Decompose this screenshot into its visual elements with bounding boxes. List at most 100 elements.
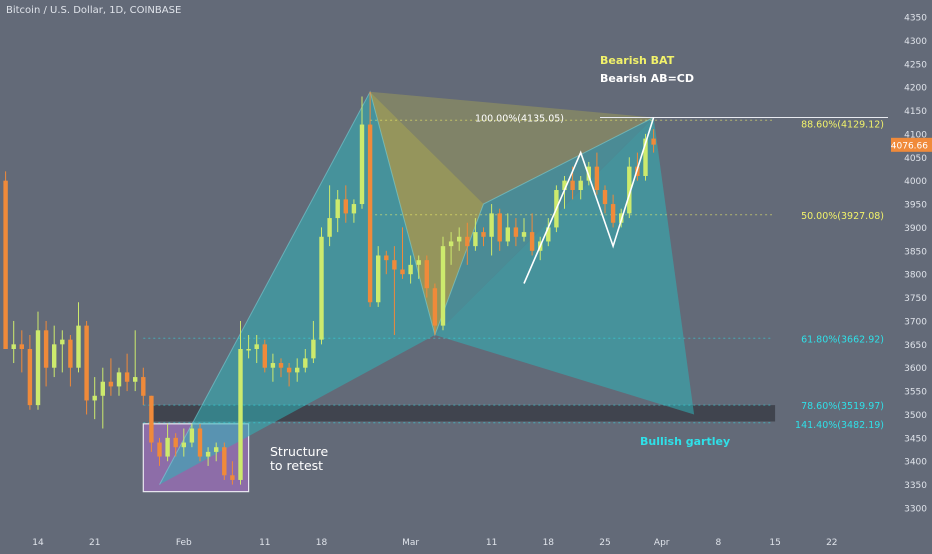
candle [205,447,211,466]
candle-body [189,428,195,443]
candle-body [116,372,122,387]
candle-body [627,166,632,214]
fib-label: 50.00%(3927.08) [801,211,884,222]
candle [408,255,413,284]
candle-body [27,349,33,406]
x-tick-label: 18 [316,538,328,548]
fib-label: 88.60%(4129.12) [801,119,884,130]
candle [43,320,49,387]
candle-body [173,437,178,448]
candle-body [238,349,243,480]
candle-body [343,199,348,214]
candle [376,246,381,307]
candle [278,358,284,378]
candle-body [481,232,486,237]
candle-body [303,358,308,368]
candle-body [43,330,49,368]
candle [11,320,16,364]
candle-body [165,437,170,457]
candle [173,433,178,457]
x-tick-label: Apr [654,538,670,548]
candle-body [92,395,97,401]
candle [610,194,616,228]
candle [165,423,170,462]
candle [578,175,583,200]
candle [440,236,446,331]
support-zone [151,405,776,422]
candle [327,185,332,247]
candle [311,320,316,364]
x-tick-label: 11 [259,538,270,548]
candle [384,250,389,275]
x-tick-label: 14 [32,538,44,548]
y-tick-label: 4250 [904,60,927,70]
x-tick-label: Mar [402,538,419,548]
candle-body [432,288,438,326]
y-tick-label: 3300 [904,505,927,515]
y-tick-label: 3400 [904,458,927,468]
candle [546,218,551,247]
candle-body [35,330,41,406]
candle [262,339,267,373]
candle-body [473,232,478,247]
current-price-label: 4076.66 [891,141,928,151]
candle [465,222,470,265]
candle [286,363,292,387]
candle-body [610,204,616,223]
candle [270,353,276,382]
candle-body [521,232,527,237]
x-tick-label: 15 [769,538,780,548]
candle-body [124,372,130,382]
candle [602,185,608,214]
candle [319,227,324,345]
candle [343,185,348,223]
y-tick-label: 3950 [904,201,927,211]
candle [35,311,41,410]
candle-body [52,344,57,368]
candle [367,91,373,307]
bearish-abcd-label: Bearish AB=CD [600,72,694,85]
candle-body [578,180,583,191]
candle-body [392,260,397,270]
candle [157,437,162,466]
candle [303,349,308,373]
candle-body [513,227,519,237]
candle [222,442,227,480]
candle [124,353,130,392]
y-tick-label: 3800 [904,271,927,281]
y-tick-label: 4300 [904,37,927,47]
x-tick-label: 18 [543,538,555,548]
y-tick-label: 3650 [904,341,927,351]
y-tick-label: 4100 [904,130,927,140]
x-tick-label: 22 [826,538,837,548]
candle-body [76,325,81,368]
candle-body [529,232,535,251]
candle-body [351,204,357,214]
candle [19,330,24,373]
candle [116,367,122,396]
candle-body [335,199,340,219]
candle [448,232,454,265]
x-tick-label: 21 [89,538,100,548]
candle-body [214,447,219,452]
candle-body [327,218,332,237]
candle-body [497,213,502,242]
candle-body [286,367,292,373]
candle [141,367,146,406]
candle-body [416,260,421,265]
candle [76,302,81,373]
fib-label: 141.40%(3482.19) [795,420,884,431]
candle-body [197,428,203,457]
candle-body [602,190,608,205]
candle [335,190,340,233]
candle [416,255,421,279]
candle [424,255,429,298]
bullish-gartley-label: Bullish gartley [640,435,730,448]
candle [295,358,300,382]
candle-body [181,442,186,448]
candle [351,199,357,223]
fib-label-100: 100.00%(4135.05) [475,114,564,125]
y-tick-label: 4000 [904,177,927,187]
